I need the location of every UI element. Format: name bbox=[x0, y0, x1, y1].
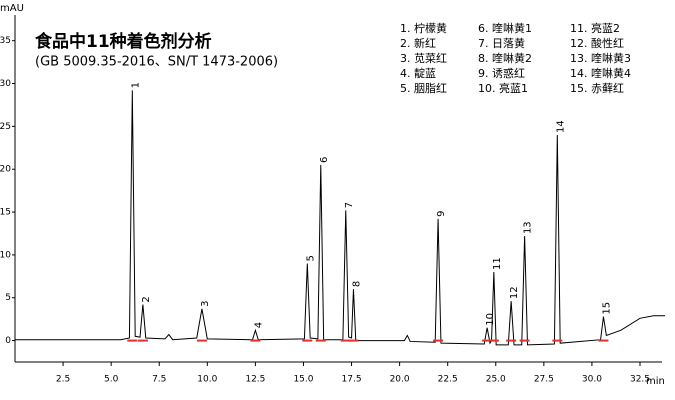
peak-label: 13 bbox=[523, 221, 534, 234]
legend-entry: 8. 喹啉黄2 bbox=[478, 51, 532, 65]
peak-label: 5 bbox=[305, 255, 316, 261]
legend-entry: 7. 日落黄 bbox=[478, 36, 525, 50]
x-tick-label: 25.0 bbox=[486, 375, 506, 385]
chart-subtitle: (GB 5009.35-2016、SN/T 1473-2006) bbox=[35, 55, 278, 70]
legend-entry: 12. 酸性红 bbox=[570, 36, 624, 50]
x-tick-label: 17.5 bbox=[342, 375, 362, 385]
legend-entry: 15. 赤藓红 bbox=[570, 82, 624, 95]
y-tick-label: 25 bbox=[0, 122, 11, 132]
chart-title: 食品中11种着色剂分析 bbox=[35, 31, 212, 52]
peak-label: 3 bbox=[200, 301, 211, 307]
x-tick-label: 15.0 bbox=[293, 375, 313, 385]
peak-label: 12 bbox=[509, 286, 520, 299]
peak-label: 15 bbox=[601, 302, 612, 315]
x-tick-label: 22.5 bbox=[438, 375, 458, 385]
y-axis-label: mAU bbox=[0, 3, 24, 14]
legend-entry: 14. 喹啉黄4 bbox=[570, 66, 631, 80]
peak-label: 1 bbox=[130, 82, 141, 88]
legend-entry: 1. 柠檬黄 bbox=[400, 21, 447, 35]
peak-label: 10 bbox=[485, 313, 496, 326]
legend-entry: 4. 靛蓝 bbox=[400, 66, 436, 80]
x-tick-label: 20.0 bbox=[390, 375, 410, 385]
peak-label: 7 bbox=[344, 202, 355, 208]
y-tick-label: 35 bbox=[0, 36, 11, 46]
legend-entry: 2. 新红 bbox=[400, 36, 436, 50]
trace bbox=[15, 90, 665, 346]
peak-label: 11 bbox=[492, 257, 503, 270]
peak-label: 9 bbox=[436, 211, 447, 217]
legend-entry: 3. 苋菜红 bbox=[400, 52, 447, 65]
legend-entry: 9. 诱惑红 bbox=[478, 66, 525, 80]
peak-label: 2 bbox=[141, 296, 152, 302]
y-tick-label: 15 bbox=[0, 208, 11, 218]
peak-label: 6 bbox=[319, 157, 330, 163]
x-axis-label: min bbox=[646, 376, 665, 387]
y-tick-label: 20 bbox=[0, 165, 11, 175]
peak-label: 8 bbox=[351, 281, 362, 287]
x-tick-label: 5.0 bbox=[104, 375, 119, 385]
x-tick-label: 32.5 bbox=[630, 375, 650, 385]
peak-label: 4 bbox=[253, 322, 264, 328]
legend-entry: 10. 亮蓝1 bbox=[478, 81, 528, 95]
y-tick-label: 10 bbox=[0, 250, 11, 260]
peak-label: 14 bbox=[555, 120, 566, 133]
legend-entry: 5. 胭脂红 bbox=[400, 81, 447, 95]
legend-entry: 6. 喹啉黄1 bbox=[478, 21, 532, 35]
legend-entry: 11. 亮蓝2 bbox=[570, 21, 620, 35]
x-tick-label: 7.5 bbox=[152, 375, 166, 385]
y-tick-label: 0 bbox=[5, 336, 11, 346]
y-tick-label: 30 bbox=[0, 79, 11, 89]
x-tick-label: 2.5 bbox=[56, 375, 70, 385]
x-tick-label: 30.0 bbox=[582, 375, 602, 385]
x-tick-label: 12.5 bbox=[245, 375, 265, 385]
legend-entry: 13. 喹啉黄3 bbox=[570, 51, 631, 65]
x-tick-label: 27.5 bbox=[534, 375, 554, 385]
x-tick-label: 10.0 bbox=[197, 375, 217, 385]
y-tick-label: 5 bbox=[5, 293, 11, 303]
